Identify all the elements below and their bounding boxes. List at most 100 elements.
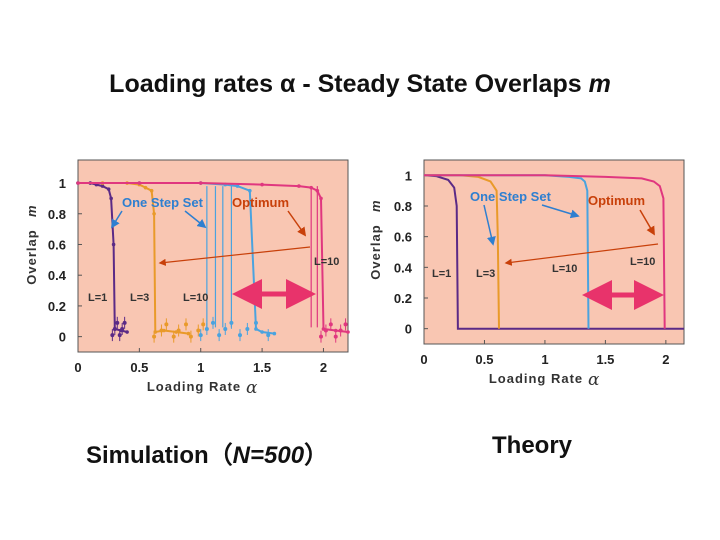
l1-label: L=1 bbox=[88, 292, 107, 304]
noise-point bbox=[333, 334, 338, 339]
data-point-l-3 bbox=[152, 211, 156, 216]
l10-mid-label: L=10 bbox=[552, 263, 577, 275]
y-axis-title-group: Overlap m bbox=[368, 199, 383, 279]
l10-low-label: L=10 bbox=[183, 292, 208, 304]
x-tick-label: 0.5 bbox=[475, 352, 493, 367]
y-axis-symbol: m bbox=[368, 199, 383, 212]
x-tick-label: 0.5 bbox=[130, 360, 148, 375]
data-point-optimum bbox=[297, 184, 301, 188]
noise-point bbox=[196, 328, 201, 333]
noise-point bbox=[117, 333, 122, 338]
y-tick-label: 0 bbox=[405, 322, 412, 337]
noise-point bbox=[159, 328, 164, 333]
one-step-set-label: One Step Set bbox=[470, 189, 552, 204]
data-point-optimum bbox=[333, 328, 338, 333]
x-axis-title: Loading Rate bbox=[147, 379, 241, 394]
x-tick-label: 2 bbox=[662, 352, 669, 367]
data-point-l-10 bbox=[272, 331, 277, 336]
noise-point bbox=[328, 322, 333, 327]
y-tick-label: 0.8 bbox=[394, 199, 412, 214]
simulation-caption-n: N=500 bbox=[232, 442, 305, 469]
y-tick-label: 0 bbox=[59, 330, 66, 345]
data-point-l-10 bbox=[254, 327, 258, 331]
l10-right-label: L=10 bbox=[630, 256, 655, 268]
simulation-chart: 0 0.2 0.4 0.6 0.8 1 0 0.5 1 1.5 2 Loading Rate α Over… bbox=[24, 159, 350, 398]
x-tick-label: 0 bbox=[74, 360, 81, 375]
data-point-l-10 bbox=[235, 184, 240, 188]
one-step-set-arrow bbox=[541, 204, 580, 219]
y-tick-label: 1 bbox=[59, 176, 66, 191]
x-tick-label: 1 bbox=[541, 352, 548, 367]
y-tick-label: 0.4 bbox=[394, 260, 413, 275]
plot-area bbox=[423, 159, 685, 345]
data-point-l-1 bbox=[100, 184, 105, 188]
noise-point bbox=[217, 333, 222, 338]
series-line-optimum bbox=[424, 174, 666, 329]
y-axis-symbol: m bbox=[24, 204, 39, 217]
noise-point bbox=[253, 320, 258, 325]
data-point-optimum bbox=[260, 182, 264, 187]
optimum-to-l3-arrow bbox=[504, 243, 659, 266]
optimum-arrow bbox=[639, 209, 655, 236]
y-tick-label: 0.2 bbox=[48, 299, 66, 314]
one-step-set-arrow-left bbox=[111, 210, 123, 229]
x-tick-label: 1.5 bbox=[253, 360, 271, 375]
optimum-label: Optimum bbox=[588, 193, 645, 208]
slide-title-main: Loading rates α - Steady State Overlaps bbox=[109, 70, 582, 98]
l3-label: L=3 bbox=[130, 292, 149, 304]
noise-point bbox=[198, 333, 203, 338]
data-point-l-1 bbox=[125, 330, 129, 334]
data-point-l-3 bbox=[143, 185, 148, 190]
data-point-optimum bbox=[76, 181, 80, 185]
data-point-l-1 bbox=[106, 187, 111, 191]
one-step-set-arrow bbox=[184, 210, 207, 229]
data-point-l-1 bbox=[109, 196, 113, 201]
noise-point bbox=[115, 320, 120, 325]
data-point-l-3 bbox=[186, 331, 191, 336]
y-tick-label: 0.6 bbox=[48, 237, 66, 252]
y-tick-label: 0.4 bbox=[48, 268, 67, 283]
simulation-caption: Simulation（N=500） bbox=[86, 435, 328, 470]
data-point-optimum bbox=[346, 330, 350, 334]
noise-point bbox=[201, 322, 206, 327]
noise-point bbox=[110, 333, 115, 338]
noise-point bbox=[188, 334, 193, 339]
noise-point bbox=[338, 328, 343, 333]
data-point-l-10 bbox=[260, 330, 264, 334]
noise-point bbox=[204, 326, 209, 331]
noise-point bbox=[223, 326, 228, 331]
data-point-l-1 bbox=[111, 242, 116, 247]
x-tick-label: 1 bbox=[197, 360, 204, 375]
noise-point bbox=[266, 333, 271, 338]
y-tick-label: 0.8 bbox=[48, 207, 66, 222]
theory-chart: 0 0.2 0.4 0.6 0.8 1 0 0.5 1 1.5 2 Loading Rate α Over… bbox=[368, 159, 685, 390]
series-line-l-1 bbox=[423, 174, 684, 330]
y-axis-title: Overlap bbox=[368, 224, 383, 279]
data-point-optimum bbox=[137, 181, 142, 185]
noise-point bbox=[323, 328, 328, 333]
data-point-l-10 bbox=[248, 188, 252, 193]
slide-title-italic: m bbox=[588, 70, 611, 98]
noise-point bbox=[120, 326, 125, 331]
noise-point bbox=[152, 334, 157, 339]
y-tick-label: 1 bbox=[405, 168, 412, 183]
y-axis-title-group: Overlap m bbox=[24, 204, 39, 284]
noise-point bbox=[319, 334, 323, 339]
y-axis-title: Overlap bbox=[24, 229, 39, 284]
optimum-label: Optimum bbox=[232, 195, 289, 210]
noise-point bbox=[112, 326, 117, 331]
x-axis-symbol: α bbox=[588, 370, 600, 390]
y-tick-label: 0.6 bbox=[394, 230, 412, 245]
x-axis-symbol: α bbox=[246, 378, 258, 398]
l10-high-label: L=10 bbox=[314, 256, 339, 268]
noise-point bbox=[164, 322, 169, 327]
slide-title: Loading rates α - Steady State Overlaps … bbox=[0, 70, 720, 99]
l3-label: L=3 bbox=[476, 268, 495, 280]
y-tick-label: 0.2 bbox=[394, 291, 412, 306]
one-step-set-label: One Step Set bbox=[122, 195, 204, 210]
noise-point bbox=[245, 326, 250, 331]
data-point-optimum bbox=[319, 196, 323, 201]
one-step-set-arrow-left bbox=[483, 204, 496, 246]
optimum-to-l3-arrow bbox=[158, 246, 311, 266]
simulation-caption-suffix: ） bbox=[304, 442, 329, 469]
